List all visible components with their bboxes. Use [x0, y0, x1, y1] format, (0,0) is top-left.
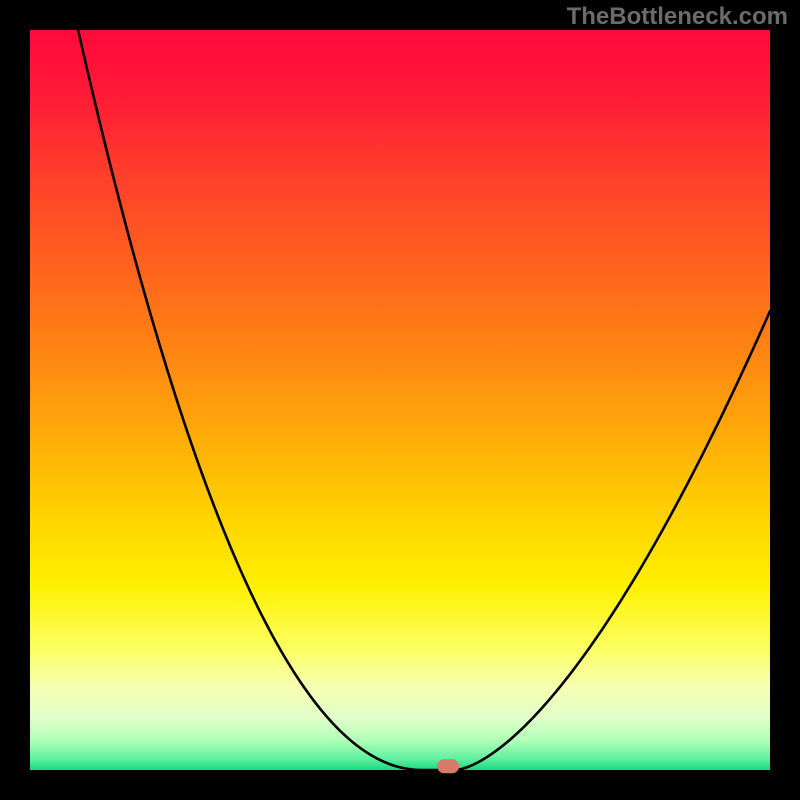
- plot-area: [30, 30, 770, 770]
- source-attribution: TheBottleneck.com: [567, 3, 788, 30]
- optimal-point-marker: [437, 759, 459, 773]
